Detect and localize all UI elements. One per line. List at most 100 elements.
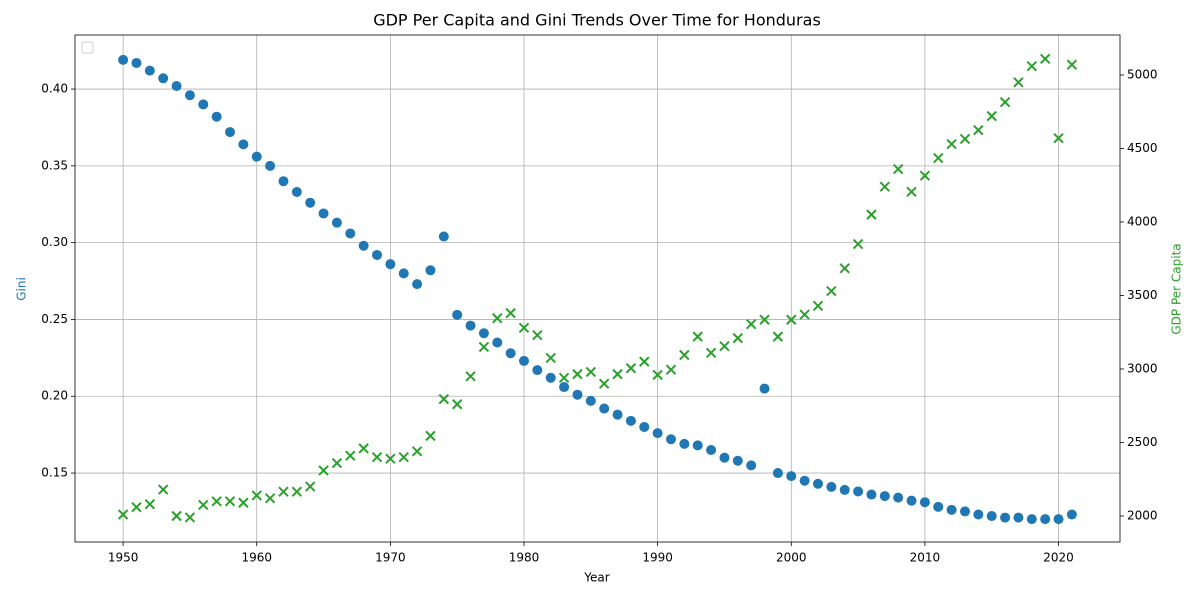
x-marker: [532, 329, 543, 341]
point: [853, 486, 864, 497]
y-tick-label: 0.25: [41, 312, 68, 326]
x-marker: [238, 497, 249, 508]
point: [786, 471, 797, 482]
point: [372, 249, 383, 260]
point: [198, 99, 209, 110]
x-marker: [1053, 132, 1064, 144]
point: [1013, 512, 1024, 523]
point: [425, 265, 436, 276]
point: [946, 504, 957, 515]
x-marker: [679, 349, 690, 361]
x-marker: [852, 238, 864, 250]
x-tick-label: 2000: [776, 551, 807, 565]
point: [225, 127, 236, 138]
y2-tick-label: 5000: [1127, 67, 1158, 81]
x-marker: [131, 501, 142, 513]
point: [184, 90, 195, 101]
y2-tick-label: 3000: [1127, 361, 1158, 375]
x-marker: [345, 450, 356, 461]
point: [131, 57, 142, 68]
x-marker: [879, 181, 891, 192]
x-marker: [117, 509, 129, 520]
point: [973, 509, 984, 520]
point: [478, 328, 489, 339]
x-marker: [919, 170, 931, 181]
x-marker: [184, 512, 196, 523]
point: [1000, 512, 1011, 523]
x-marker: [1013, 77, 1024, 88]
x-marker: [157, 484, 169, 495]
point: [599, 403, 610, 414]
point: [826, 481, 837, 492]
point: [1026, 514, 1037, 525]
x-marker: [906, 186, 917, 198]
point: [278, 176, 289, 187]
x-marker: [251, 490, 262, 501]
x-marker: [358, 443, 369, 454]
y-axis-label: Gini: [15, 277, 29, 301]
y2-tick-label: 4000: [1127, 214, 1158, 228]
x-marker: [732, 332, 744, 344]
y-tick-label: 0.20: [41, 389, 68, 403]
x-marker: [839, 263, 850, 274]
point: [545, 372, 556, 383]
x-marker: [759, 314, 770, 325]
x-marker: [812, 300, 824, 311]
point: [585, 395, 596, 406]
point: [171, 80, 182, 91]
x-marker: [545, 352, 556, 364]
point: [398, 268, 409, 279]
x-marker: [933, 152, 944, 164]
point: [959, 506, 970, 517]
point: [1053, 514, 1064, 525]
x-marker: [665, 364, 677, 375]
point: [211, 111, 222, 122]
x-marker: [639, 356, 650, 367]
point: [893, 492, 904, 503]
point: [492, 337, 503, 348]
x-marker: [144, 499, 156, 510]
x-marker: [371, 451, 383, 463]
point: [265, 160, 276, 171]
x-marker: [866, 209, 877, 220]
point: [665, 434, 676, 445]
y2-axis-label: GDP Per Capita: [1170, 243, 1184, 334]
x-marker: [224, 496, 236, 507]
x-marker: [278, 486, 289, 497]
x-marker: [331, 457, 343, 469]
point: [625, 415, 636, 426]
point: [639, 421, 650, 432]
legend: [81, 41, 94, 54]
x-tick-label: 2010: [910, 551, 941, 565]
point: [906, 495, 917, 506]
point: [412, 279, 423, 290]
x-marker: [959, 133, 971, 145]
point: [519, 355, 530, 366]
plot: 1950 1960 1970 1980 1990 2000 2010 2020 0.15 0.20…: [41, 35, 1158, 565]
x-marker: [946, 138, 957, 150]
point: [505, 348, 516, 359]
point: [144, 65, 155, 76]
x-marker: [745, 318, 757, 330]
x-marker: [973, 124, 984, 136]
point: [679, 438, 690, 449]
x-marker: [572, 368, 583, 380]
x-marker: [398, 451, 409, 463]
x-marker: [505, 307, 516, 319]
point: [879, 491, 890, 502]
point: [759, 383, 770, 394]
x-marker: [465, 371, 476, 382]
x-marker: [892, 163, 904, 175]
y-tick-label: 0.35: [41, 158, 68, 172]
point: [732, 455, 743, 466]
point: [652, 428, 663, 439]
x-tick-label: 1970: [375, 551, 406, 565]
point: [465, 320, 476, 331]
point: [933, 501, 944, 512]
point: [1066, 509, 1077, 520]
x-marker: [652, 369, 663, 381]
point: [358, 240, 369, 251]
x-marker: [518, 322, 530, 334]
point: [251, 151, 262, 162]
